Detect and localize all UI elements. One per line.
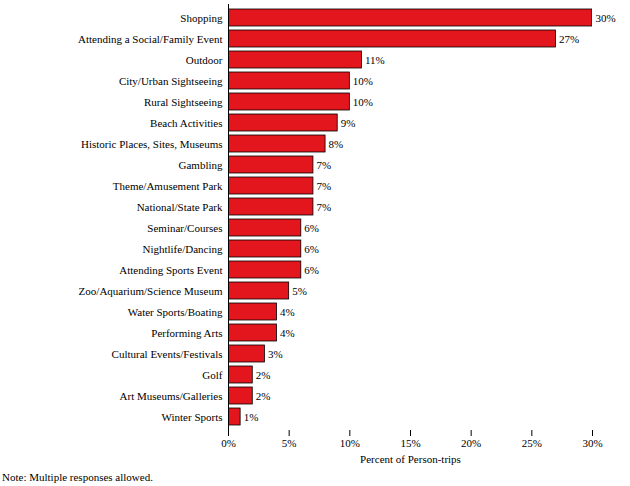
svg-text:1%: 1% (244, 411, 259, 423)
svg-text:6%: 6% (304, 243, 319, 255)
svg-text:Golf: Golf (202, 369, 223, 381)
svg-text:2%: 2% (256, 369, 271, 381)
svg-text:30%: 30% (582, 437, 602, 449)
svg-text:Attending a Social/Family Even: Attending a Social/Family Event (78, 33, 223, 45)
svg-text:Seminar/Courses: Seminar/Courses (147, 222, 222, 234)
svg-text:National/State Park: National/State Park (137, 201, 223, 213)
svg-text:Art Museums/Galleries: Art Museums/Galleries (120, 390, 223, 402)
svg-text:Performing Arts: Performing Arts (151, 327, 222, 339)
svg-text:Zoo/Aquarium/Science Museum: Zoo/Aquarium/Science Museum (79, 285, 223, 297)
svg-text:Historic Places, Sites, Museum: Historic Places, Sites, Museums (81, 138, 222, 150)
svg-text:7%: 7% (316, 201, 331, 213)
svg-text:Outdoor: Outdoor (186, 54, 223, 66)
svg-text:0%: 0% (221, 437, 236, 449)
svg-text:3%: 3% (268, 348, 283, 360)
svg-text:6%: 6% (304, 264, 319, 276)
svg-text:5%: 5% (282, 437, 297, 449)
svg-text:10%: 10% (340, 437, 360, 449)
svg-text:7%: 7% (316, 159, 331, 171)
html-text:Note: Multiple responses allow: Note: Multiple responses allowed. (2, 471, 153, 483)
svg-text:Cultural Events/Festivals: Cultural Events/Festivals (112, 348, 223, 360)
svg-text:27%: 27% (559, 33, 579, 45)
svg-text:Water Sports/Boating: Water Sports/Boating (128, 306, 223, 318)
svg-text:15%: 15% (400, 437, 420, 449)
svg-text:6%: 6% (304, 222, 319, 234)
svg-text:7%: 7% (316, 180, 331, 192)
svg-text:Shopping: Shopping (180, 12, 223, 24)
svg-text:Winter Sports: Winter Sports (162, 411, 223, 423)
svg-text:Theme/Amusement Park: Theme/Amusement Park (113, 180, 223, 192)
svg-text:Attending Sports Event: Attending Sports Event (119, 264, 222, 276)
svg-text:Rural Sightseeing: Rural Sightseeing (144, 96, 223, 108)
svg-text:2%: 2% (256, 390, 271, 402)
svg-text:4%: 4% (280, 327, 295, 339)
svg-text:20%: 20% (461, 437, 481, 449)
svg-text:10%: 10% (353, 75, 373, 87)
svg-text:5%: 5% (292, 285, 307, 297)
svg-text:Percent of Person-trips: Percent of Person-trips (360, 453, 461, 465)
svg-text:30%: 30% (596, 12, 616, 24)
svg-text:10%: 10% (353, 96, 373, 108)
svg-text:Beach Activities: Beach Activities (150, 117, 222, 129)
svg-text:11%: 11% (365, 54, 385, 66)
svg-text:Nightlife/Dancing: Nightlife/Dancing (142, 243, 223, 255)
svg-text:8%: 8% (329, 138, 344, 150)
svg-text:City/Urban Sightseeing: City/Urban Sightseeing (119, 75, 223, 87)
svg-text:9%: 9% (341, 117, 356, 129)
svg-text:4%: 4% (280, 306, 295, 318)
svg-text:Gambling: Gambling (179, 159, 223, 171)
svg-text:25%: 25% (522, 437, 542, 449)
